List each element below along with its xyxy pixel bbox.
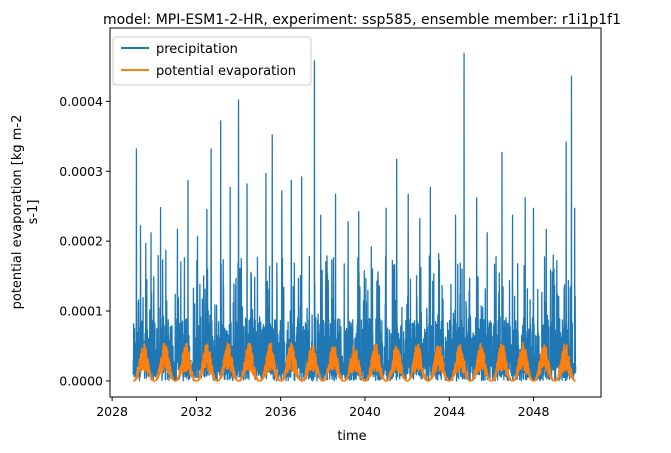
x-tick-label: 2028 <box>96 404 128 419</box>
x-axis: 2028 2032 2036 2040 2044 2048 <box>96 397 550 419</box>
x-tick-label: 2036 <box>265 404 297 419</box>
x-tick-label: 2044 <box>433 404 465 419</box>
y-axis-label: potential evaporation [kg m-2 s-1] <box>10 115 41 310</box>
legend: precipitation potential evaporation <box>112 36 312 86</box>
series-line-potential-evaporation <box>132 341 577 382</box>
axes-frame <box>109 27 602 398</box>
x-tick-label: 2040 <box>349 404 381 419</box>
x-tick-label: 2048 <box>518 404 550 419</box>
y-tick-label: 0.0002 <box>59 234 103 249</box>
legend-label-precipitation: precipitation <box>156 42 238 57</box>
y-axis-label-line-1: potential evaporation [kg m-2 <box>10 115 25 310</box>
chart-title: model: MPI-ESM1-2-HR, experiment: ssp585… <box>103 12 621 28</box>
y-tick-label: 0.0001 <box>59 304 103 319</box>
legend-label-potential-evaporation: potential evaporation <box>156 64 296 79</box>
y-tick-label: 0.0003 <box>59 164 103 179</box>
y-tick-label: 0.0004 <box>59 94 103 109</box>
plot-area <box>109 27 602 398</box>
x-tick-label: 2032 <box>180 404 212 419</box>
series-line-precipitation <box>132 52 577 382</box>
y-axis: 0.0000 0.0001 0.0002 0.0003 0.0004 <box>59 94 110 388</box>
series-layer <box>132 52 577 382</box>
y-tick-label: 0.0000 <box>59 373 103 388</box>
x-axis-label: time <box>337 429 366 444</box>
y-axis-label-line-2: s-1] <box>26 200 41 225</box>
legend-box <box>112 36 312 86</box>
